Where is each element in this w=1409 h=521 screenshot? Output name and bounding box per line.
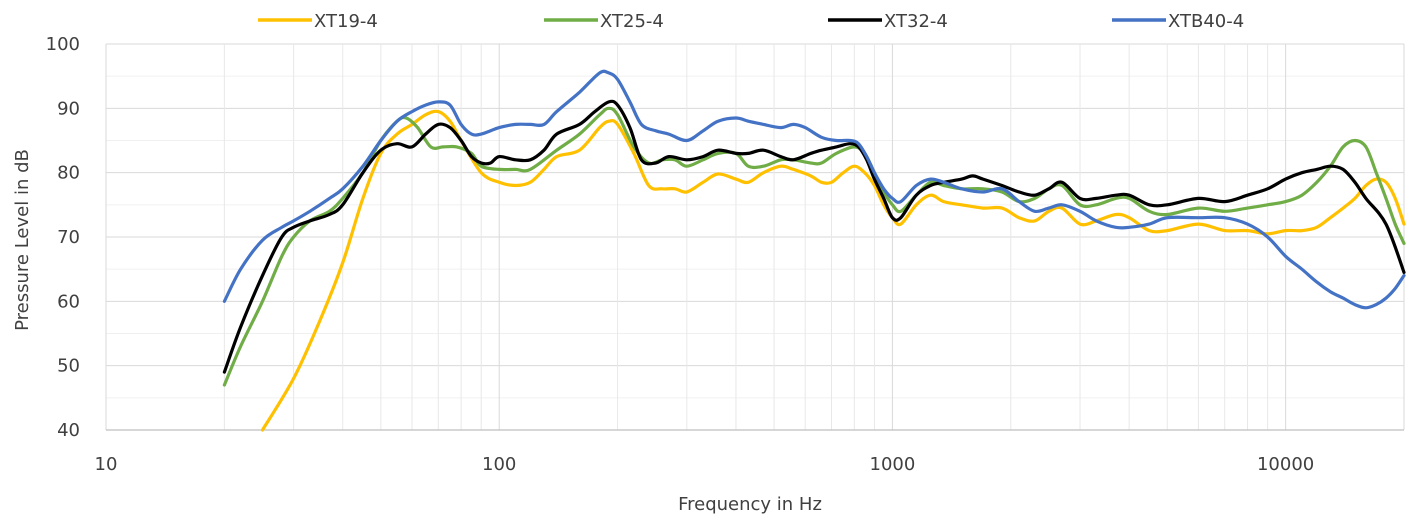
series-line-xt32-4 (222, 99, 1406, 374)
x-tick-label: 1000 (870, 454, 916, 475)
y-axis-title: Pressure Level in dB (12, 149, 33, 331)
series-line-xtb40-4 (222, 69, 1406, 310)
x-tick-label: 10000 (1257, 454, 1314, 475)
legend-item-xt32-4: XT32-4 (828, 11, 948, 32)
legend-label: XTB40-4 (1168, 11, 1244, 32)
series-lines (222, 69, 1406, 432)
x-tick-label: 10 (95, 454, 118, 475)
y-tick-label: 50 (57, 356, 80, 377)
y-tick-label: 60 (57, 291, 80, 312)
y-tick-label: 40 (57, 420, 80, 441)
series-line-xt19-4 (260, 109, 1406, 432)
y-tick-label: 100 (46, 34, 80, 55)
legend-label: XT32-4 (884, 11, 948, 32)
legend: XT19-4 XT25-4 XT32-4 XTB40-4 (258, 11, 1244, 32)
series-line-xt25-4 (222, 106, 1406, 387)
y-tick-label: 80 (57, 163, 80, 184)
legend-item-xt25-4: XT25-4 (544, 11, 664, 32)
x-tick-label: 100 (482, 454, 516, 475)
y-tick-label: 70 (57, 227, 80, 248)
legend-item-xt19-4: XT19-4 (258, 11, 378, 32)
y-axis-tick-labels: 40 50 60 70 80 90 100 (46, 34, 80, 441)
legend-label: XT19-4 (314, 11, 378, 32)
y-tick-label: 90 (57, 98, 80, 119)
gridlines (105, 43, 1405, 431)
legend-label: XT25-4 (600, 11, 664, 32)
x-axis-tick-labels: 10 100 1000 10000 (95, 454, 1315, 475)
x-axis-title: Frequency in Hz (678, 494, 822, 515)
legend-item-xtb40-4: XTB40-4 (1112, 11, 1244, 32)
